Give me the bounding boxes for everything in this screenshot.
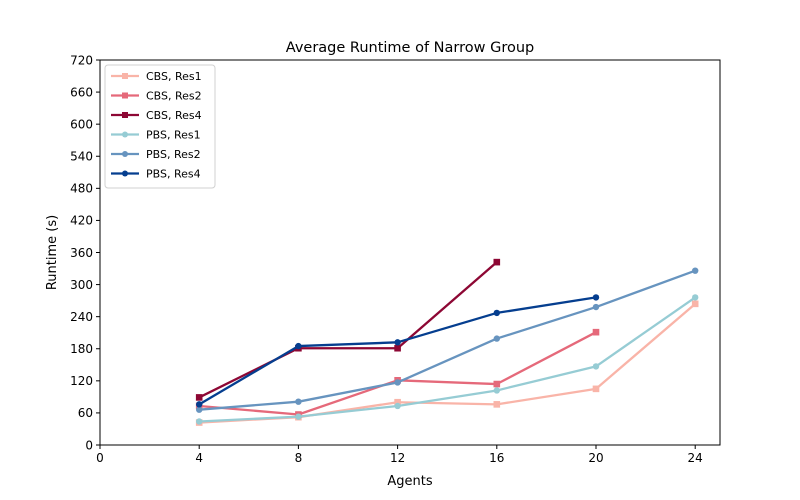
y-tick-label: 0 [85,438,93,452]
series-4 [196,294,699,425]
legend-item: PBS, Res4 [111,168,201,181]
legend-label: PBS, Res1 [146,129,201,142]
y-tick-label: 720 [70,53,93,67]
y-tick-label: 120 [70,374,93,388]
data-point [394,344,401,352]
legend-swatch-marker [122,151,128,157]
legend-label: CBS, Res2 [146,90,202,103]
x-tick-label: 20 [588,451,603,465]
series-line [199,296,696,423]
series-line [198,261,498,399]
data-point [394,339,401,346]
y-tick-label: 180 [70,342,93,356]
series-6 [196,294,600,408]
data-point [592,385,600,393]
data-point [295,398,302,405]
legend-item: CBS, Res4 [111,109,202,122]
data-point [295,342,302,350]
x-tick-label: 8 [295,451,303,465]
y-tick-label: 600 [70,117,93,131]
legend-item: PBS, Res2 [111,148,201,161]
data-point [493,258,501,266]
legend-swatch-marker [122,112,128,118]
y-tick-label: 480 [70,182,93,196]
x-axis-label: Agents [387,474,432,489]
x-tick-label: 12 [390,451,405,465]
x-axis: 0 4 8 12 16 20 24 [96,445,703,465]
y-axis-label: Runtime (s) [45,215,60,290]
x-tick-label: 4 [195,451,203,465]
data-point [692,294,699,301]
legend-item: CBS, Res2 [111,90,202,103]
data-point [196,401,203,408]
x-tick-label: 0 [96,451,104,465]
y-tick-label: 540 [70,150,93,164]
series-5 [196,267,699,413]
data-point [493,309,500,317]
data-point [592,328,600,336]
y-tick-label: 660 [70,85,93,99]
legend-label: CBS, Res4 [146,109,202,122]
legend-label: PBS, Res4 [146,168,201,181]
y-tick-label: 60 [78,406,93,420]
legend-label: PBS, Res2 [146,148,201,161]
data-point [196,418,203,425]
data-point [493,387,500,394]
legend: CBS, Res1 CBS, Res2 CBS, Res4 PBS, Res1 PBS,… [104,64,216,189]
y-tick-label: 300 [70,278,93,292]
legend-swatch-marker [122,73,128,79]
data-point [295,413,302,420]
legend-item: CBS, Res1 [111,70,202,83]
data-point [493,380,501,388]
y-tick-label: 240 [70,310,93,324]
y-axis: 0 60 120 180 240 300 360 420 480 540 600 660 720 [70,53,100,452]
data-point [592,294,600,301]
data-point [493,335,500,342]
data-point [493,401,501,408]
series-layer [195,258,699,426]
data-point [196,406,203,413]
y-tick-label: 360 [70,246,93,260]
y-tick-label: 420 [70,214,93,228]
data-point [691,300,699,308]
legend-swatch-marker [122,92,128,99]
data-point [592,303,600,311]
data-point [692,267,699,274]
legend-swatch-marker [122,170,128,177]
legend-label: CBS, Res1 [146,70,202,83]
chart-title: Average Runtime of Narrow Group [286,40,534,56]
x-tick-label: 16 [489,451,504,465]
data-point [394,398,401,406]
series-line [199,269,696,411]
data-point [195,394,203,401]
data-point [394,379,401,386]
legend-item: PBS, Res1 [111,129,201,142]
data-point [592,363,600,370]
data-point [394,402,401,410]
legend-swatch-marker [122,131,128,138]
x-tick-label: 24 [688,451,703,465]
